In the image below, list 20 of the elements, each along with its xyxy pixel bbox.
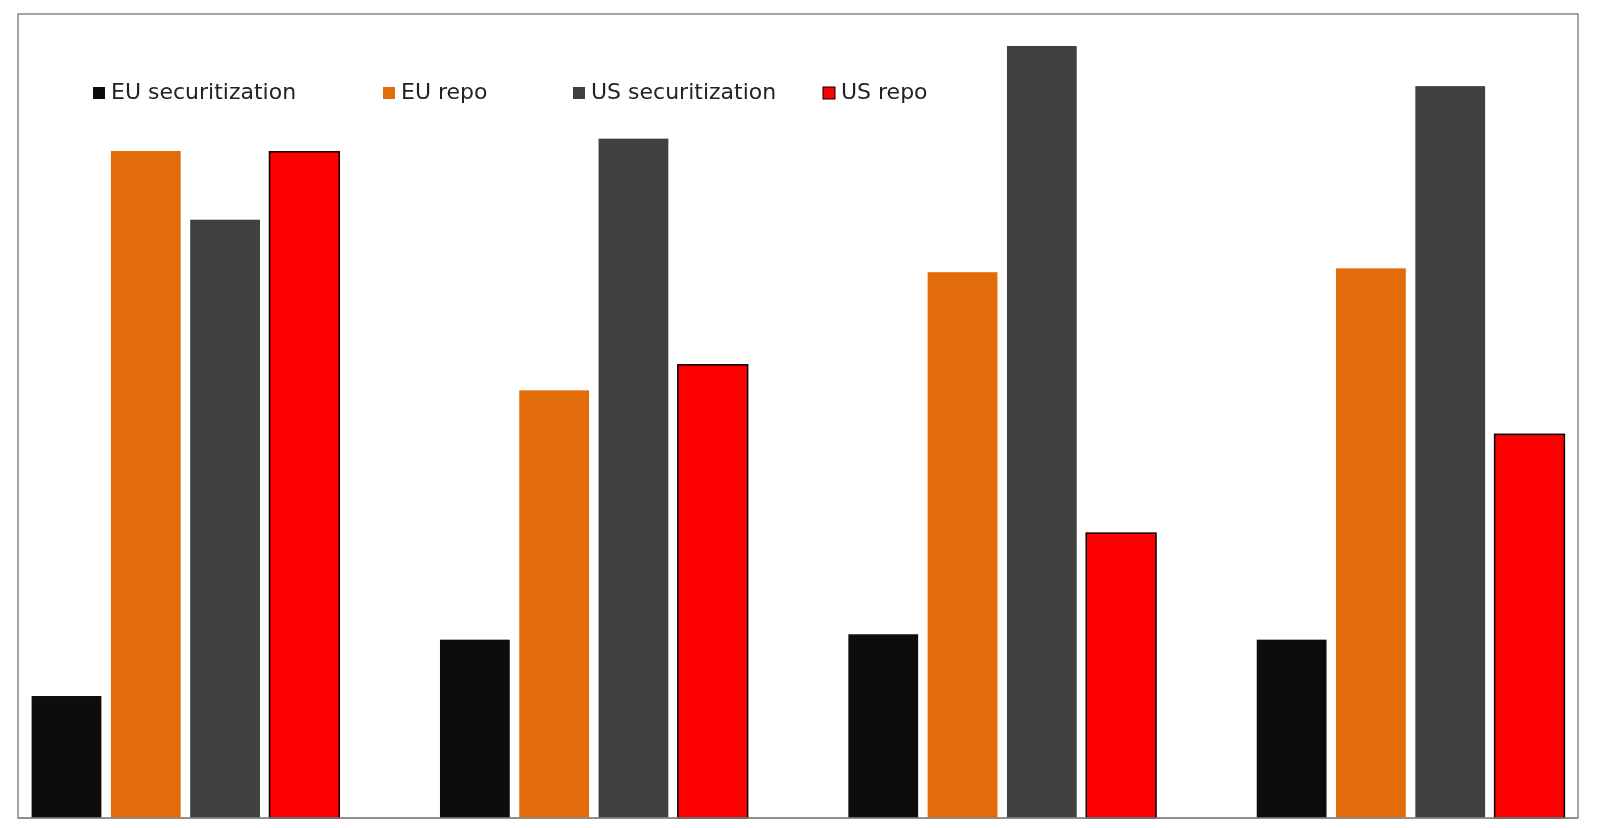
bar — [31, 696, 102, 818]
bar — [848, 634, 919, 818]
bar — [1415, 86, 1486, 818]
bar — [439, 639, 510, 818]
legend-label: EU repo — [401, 79, 488, 104]
legend-label: US repo — [841, 79, 928, 104]
bar — [1085, 532, 1157, 819]
legend-label: EU securitization — [111, 79, 297, 104]
bar — [268, 151, 341, 819]
bar — [677, 364, 749, 819]
bar — [1336, 268, 1406, 818]
bar — [190, 219, 260, 818]
bar — [1493, 433, 1566, 819]
legend-label: US securitization — [591, 79, 777, 104]
bar — [1256, 639, 1327, 818]
bar — [598, 138, 669, 818]
bar — [519, 390, 590, 818]
bar — [1006, 46, 1077, 818]
bar — [110, 150, 181, 818]
bar — [927, 272, 998, 818]
